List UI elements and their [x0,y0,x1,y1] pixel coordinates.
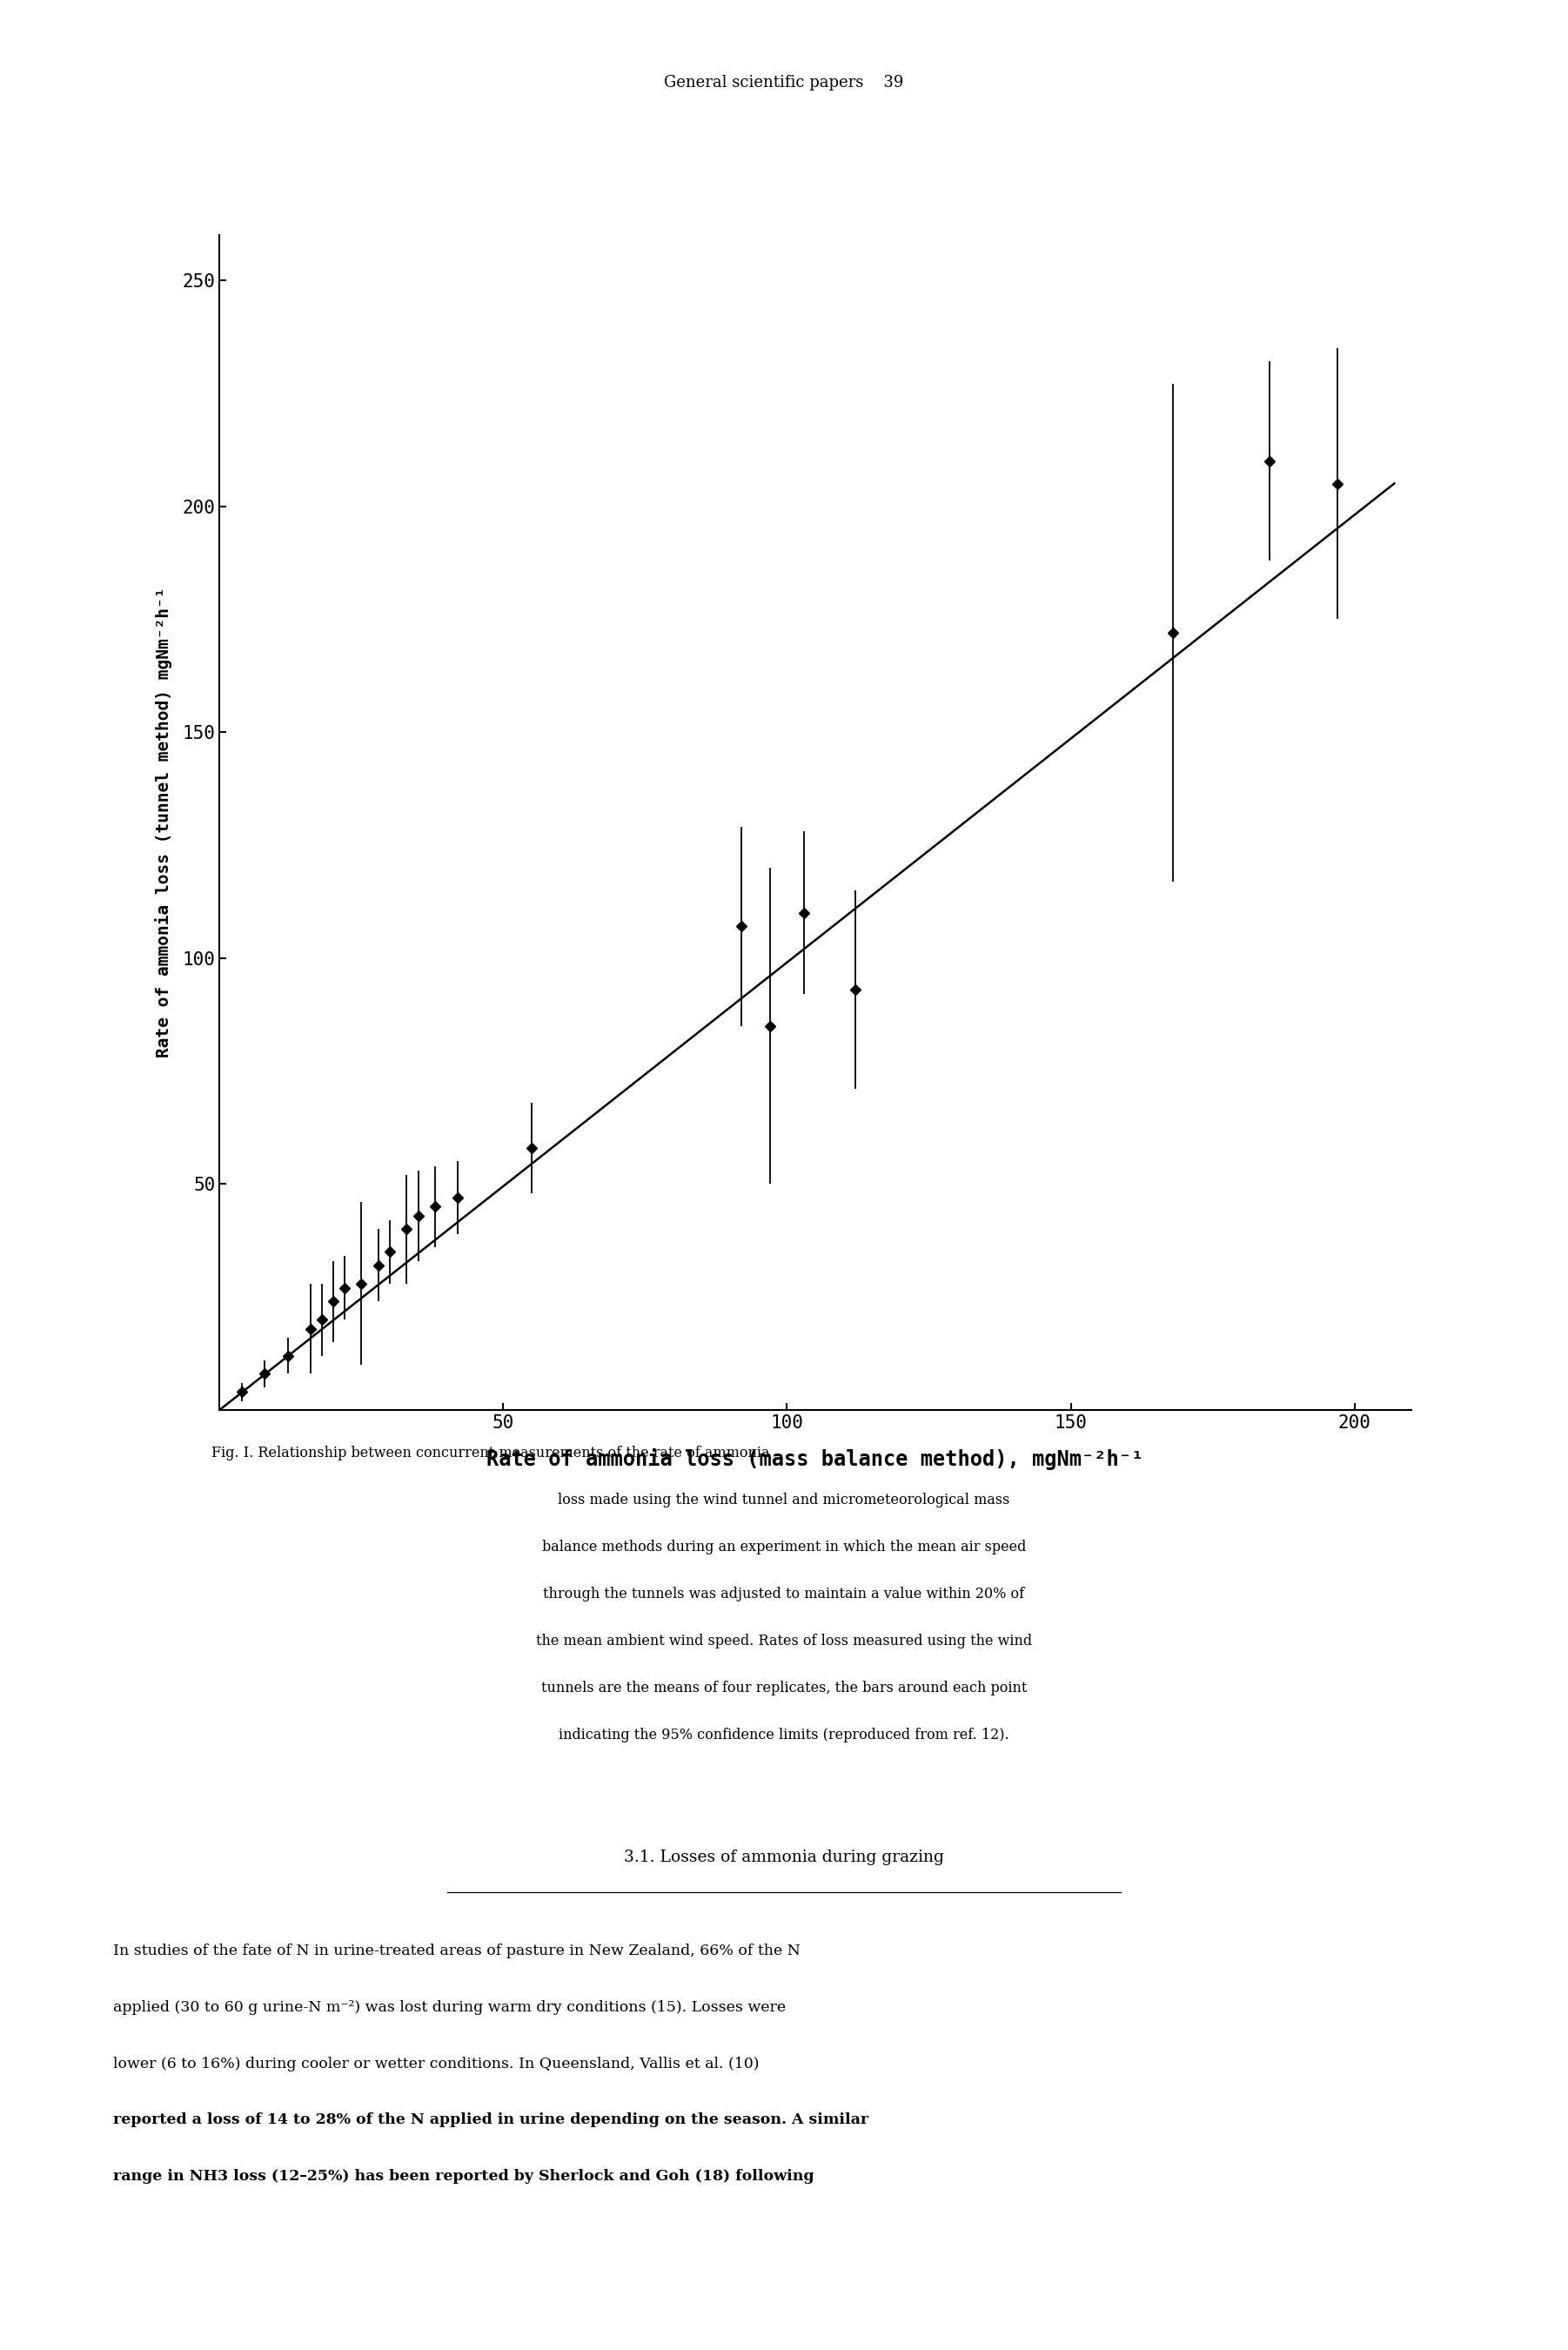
Text: through the tunnels was adjusted to maintain a value within 20% of: through the tunnels was adjusted to main… [544,1586,1024,1600]
Y-axis label: Rate of ammonia loss (tunnel method) mgNm⁻²h⁻¹: Rate of ammonia loss (tunnel method) mgN… [155,588,172,1058]
Text: balance methods during an experiment in which the mean air speed: balance methods during an experiment in … [543,1539,1025,1553]
Text: the mean ambient wind speed. Rates of loss measured using the wind: the mean ambient wind speed. Rates of lo… [536,1633,1032,1647]
X-axis label: Rate of ammonia loss (mass balance method), mgNm⁻²h⁻¹: Rate of ammonia loss (mass balance metho… [486,1448,1145,1471]
Text: 3.1. Losses of ammonia during grazing: 3.1. Losses of ammonia during grazing [624,1849,944,1866]
Text: tunnels are the means of four replicates, the bars around each point: tunnels are the means of four replicates… [541,1680,1027,1694]
Text: Fig. I. Relationship between concurrent measurements of the rate of ammonia: Fig. I. Relationship between concurrent … [212,1445,770,1459]
Text: reported a loss of 14 to 28% of the N applied in urine depending on the season. : reported a loss of 14 to 28% of the N ap… [113,2113,869,2127]
Text: applied (30 to 60 g urine-N m⁻²) was lost during warm dry conditions (15). Losse: applied (30 to 60 g urine-N m⁻²) was los… [113,2000,786,2014]
Text: lower (6 to 16%) during cooler or wetter conditions. In Queensland, Vallis et al: lower (6 to 16%) during cooler or wetter… [113,2056,759,2070]
Text: In studies of the fate of N in urine-treated areas of pasture in New Zealand, 66: In studies of the fate of N in urine-tre… [113,1943,800,1958]
Text: indicating the 95% confidence limits (reproduced from ref. 12).: indicating the 95% confidence limits (re… [558,1727,1010,1741]
Text: loss made using the wind tunnel and micrometeorological mass: loss made using the wind tunnel and micr… [558,1492,1010,1506]
Text: General scientific papers    39: General scientific papers 39 [665,75,903,92]
Text: range in NH3 loss (12–25%) has been reported by Sherlock and Goh (18) following: range in NH3 loss (12–25%) has been repo… [113,2169,814,2183]
